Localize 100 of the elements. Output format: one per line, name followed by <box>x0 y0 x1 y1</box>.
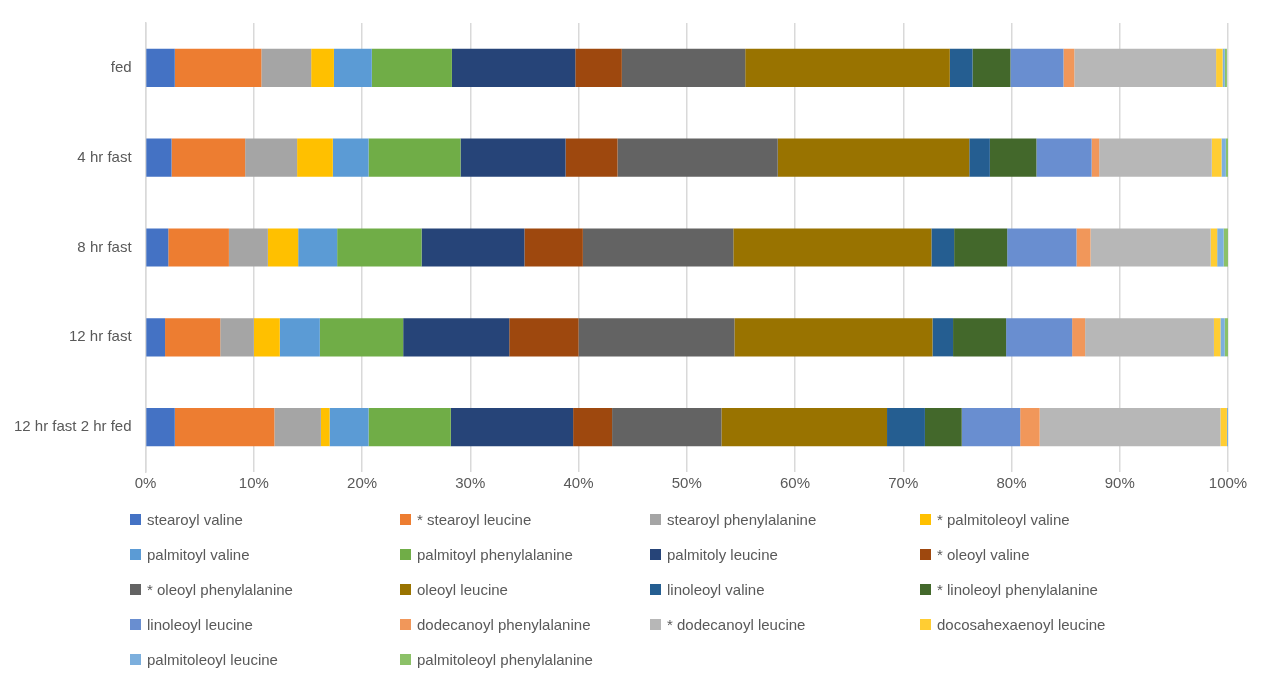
legend-label: * palmitoleoyl valine <box>937 510 1070 528</box>
x-tick-label: 0% <box>134 474 157 492</box>
bar <box>1090 228 1211 267</box>
bar <box>261 48 312 87</box>
x-tick-label: 60% <box>780 474 811 492</box>
legend-label: * linoleoyl phenylalanine <box>937 580 1098 598</box>
legend-label: palmitoyl valine <box>147 545 250 563</box>
bar <box>1224 318 1228 357</box>
bar <box>777 138 970 177</box>
legend-label: palmitoleoyl leucine <box>147 650 278 668</box>
bar <box>333 48 372 87</box>
bar <box>1099 138 1212 177</box>
legend-label: dodecanoyl phenylalanine <box>417 615 591 633</box>
bar <box>220 318 254 357</box>
bar <box>146 228 169 267</box>
bar <box>1085 318 1214 357</box>
bar <box>733 228 932 267</box>
x-tick-label: 80% <box>996 474 1027 492</box>
legend-label: palmitoleoyl phenylalanine <box>417 650 593 668</box>
bar <box>421 228 525 267</box>
y-tick-label: 12 hr fast 2 hr fed <box>13 417 132 435</box>
bar <box>332 138 369 177</box>
bar <box>1217 228 1224 267</box>
bar <box>329 408 369 447</box>
bar <box>174 408 275 447</box>
bar <box>1213 318 1221 357</box>
y-tick-label: 4 hr fast <box>77 147 133 165</box>
bar <box>961 408 1021 447</box>
bar <box>1223 228 1228 267</box>
bar <box>734 318 933 357</box>
legend-label: * oleoyl valine <box>937 545 1030 563</box>
bar <box>371 48 452 87</box>
bar <box>368 408 451 447</box>
bar <box>1220 318 1225 357</box>
bar <box>575 48 622 87</box>
bar <box>573 408 613 447</box>
bar <box>949 48 973 87</box>
bar <box>1210 228 1218 267</box>
y-tick-label: 12 hr fast <box>69 327 133 345</box>
legend-label: * oleoyl phenylalanine <box>147 580 293 598</box>
legend-label: stearoyl phenylalanine <box>667 510 817 528</box>
x-tick-label: 90% <box>1104 474 1135 492</box>
legend-label: * dodecanoyl leucine <box>667 615 806 633</box>
legend-label: * stearoyl leucine <box>417 510 532 528</box>
bar <box>1211 138 1222 177</box>
bar <box>460 138 566 177</box>
bar <box>1006 318 1073 357</box>
legend-label: oleoyl leucine <box>417 580 508 598</box>
bar <box>171 138 246 177</box>
bar <box>228 228 268 267</box>
bar <box>1036 138 1092 177</box>
bar <box>146 318 166 357</box>
bar <box>174 48 262 87</box>
bar <box>165 318 221 357</box>
bar <box>953 318 1007 357</box>
legend-label: palmitoly leucine <box>667 545 778 563</box>
legend-label: docosahexaenoyl leucine <box>937 615 1106 633</box>
bar <box>297 138 333 177</box>
legend-label: linoleoyl leucine <box>147 615 253 633</box>
bar <box>1063 48 1075 87</box>
bar <box>565 138 618 177</box>
x-tick-label: 30% <box>455 474 486 492</box>
legend-label: linoleoyl valine <box>667 580 765 598</box>
bar <box>954 228 1008 267</box>
legend-label: palmitoyl phenylalanine <box>417 545 573 563</box>
bar <box>311 48 334 87</box>
bar <box>1225 138 1228 177</box>
bar <box>146 138 172 177</box>
bar <box>1039 408 1221 447</box>
bar <box>1220 408 1227 447</box>
bar <box>368 138 461 177</box>
bar <box>612 408 722 447</box>
bar <box>1091 138 1100 177</box>
x-tick-label: 100% <box>1208 474 1248 492</box>
bar <box>972 48 1011 87</box>
bar <box>932 318 954 357</box>
bar <box>245 138 298 177</box>
bar <box>1007 228 1077 267</box>
bar <box>450 408 574 447</box>
bar <box>274 408 321 447</box>
y-tick-label: 8 hr fast <box>77 237 133 255</box>
x-tick-label: 40% <box>563 474 594 492</box>
bar <box>1221 138 1226 177</box>
bar <box>745 48 950 87</box>
bar <box>1010 48 1064 87</box>
bar <box>1074 48 1217 87</box>
x-tick-label: 50% <box>671 474 702 492</box>
bar <box>320 408 330 447</box>
bar <box>403 318 510 357</box>
bar <box>617 138 778 177</box>
bar <box>319 318 404 357</box>
bar <box>524 228 583 267</box>
x-tick-label: 20% <box>347 474 378 492</box>
bar <box>168 228 229 267</box>
x-tick-label: 70% <box>888 474 919 492</box>
bar <box>924 408 962 447</box>
bar <box>279 318 320 357</box>
bar <box>146 48 175 87</box>
x-tick-label: 10% <box>238 474 269 492</box>
bar <box>1216 48 1223 87</box>
